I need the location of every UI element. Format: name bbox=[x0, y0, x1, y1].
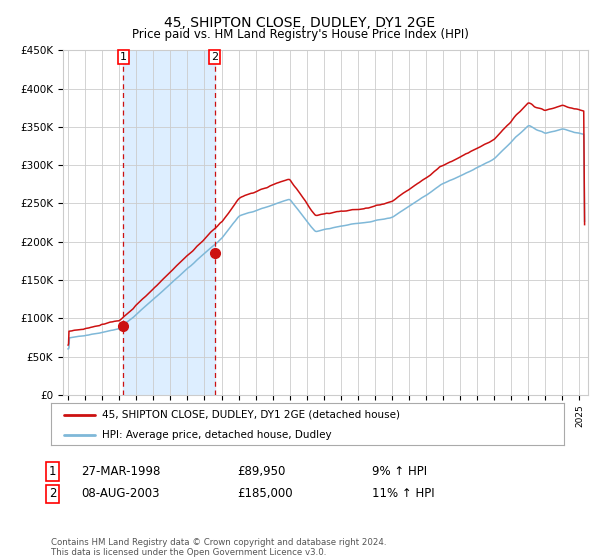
Text: 9% ↑ HPI: 9% ↑ HPI bbox=[372, 465, 427, 478]
Text: Price paid vs. HM Land Registry's House Price Index (HPI): Price paid vs. HM Land Registry's House … bbox=[131, 28, 469, 41]
Text: £185,000: £185,000 bbox=[237, 487, 293, 501]
Bar bbox=[123, 50, 215, 395]
Text: £89,950: £89,950 bbox=[237, 465, 286, 478]
Text: 11% ↑ HPI: 11% ↑ HPI bbox=[372, 487, 434, 501]
Text: 1: 1 bbox=[49, 465, 56, 478]
Text: 08-AUG-2003: 08-AUG-2003 bbox=[81, 487, 160, 501]
Text: 45, SHIPTON CLOSE, DUDLEY, DY1 2GE (detached house): 45, SHIPTON CLOSE, DUDLEY, DY1 2GE (deta… bbox=[103, 410, 400, 420]
Text: 2: 2 bbox=[211, 52, 218, 62]
Text: 2: 2 bbox=[49, 487, 56, 501]
Text: Contains HM Land Registry data © Crown copyright and database right 2024.
This d: Contains HM Land Registry data © Crown c… bbox=[51, 538, 386, 557]
Text: 1: 1 bbox=[119, 52, 127, 62]
Text: HPI: Average price, detached house, Dudley: HPI: Average price, detached house, Dudl… bbox=[103, 430, 332, 440]
Text: 45, SHIPTON CLOSE, DUDLEY, DY1 2GE: 45, SHIPTON CLOSE, DUDLEY, DY1 2GE bbox=[164, 16, 436, 30]
Text: 27-MAR-1998: 27-MAR-1998 bbox=[81, 465, 160, 478]
